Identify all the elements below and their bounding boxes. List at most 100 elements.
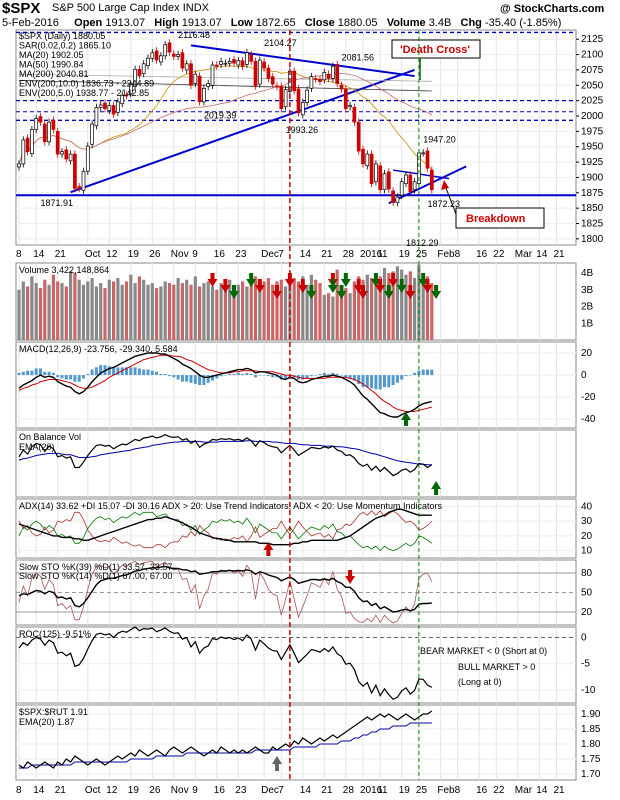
candle-body xyxy=(171,53,176,57)
price-point-label: 1993.26 xyxy=(286,125,319,135)
roc-tick-label: -10 xyxy=(581,685,596,696)
volume-bar xyxy=(245,286,249,340)
candle-body xyxy=(81,170,86,191)
price-tick-label: 1850 xyxy=(581,203,604,214)
x-tick-label-bottom: 16 xyxy=(476,785,488,796)
macd-histogram-bar xyxy=(400,375,404,380)
candle-body xyxy=(111,105,116,115)
candle-body xyxy=(180,52,185,69)
volume-bar xyxy=(279,279,283,340)
volume-arrow-stem xyxy=(232,285,236,291)
candle-body xyxy=(275,85,279,88)
x-tick-label: 14 xyxy=(536,249,548,260)
price-legend-item: MA(20) 1902.05 xyxy=(19,50,84,60)
x-tick-label: 26 xyxy=(149,249,161,260)
price-legend-item: MA(50) 1990.84 xyxy=(19,60,84,70)
volume-bar xyxy=(361,279,365,340)
candle-body xyxy=(25,137,30,152)
volume-bar xyxy=(69,271,73,340)
macd-histogram-bar xyxy=(176,375,180,380)
price-tick-label: 1925 xyxy=(581,157,604,168)
obv-line xyxy=(18,434,433,477)
volume-bar xyxy=(47,284,51,340)
candle-body xyxy=(154,50,159,61)
candle-body xyxy=(90,123,94,145)
macd-histogram-bar xyxy=(352,375,356,381)
volume-arrow-down xyxy=(246,279,257,287)
volume-tick-label: 2B xyxy=(581,302,594,313)
volume-bar xyxy=(348,293,352,340)
macd-histogram-bar xyxy=(82,375,85,379)
candle-body xyxy=(141,63,146,74)
volume-bar xyxy=(116,278,120,340)
candle-body xyxy=(378,165,383,191)
candle-body xyxy=(365,153,370,167)
candle-body xyxy=(77,186,82,189)
macd-histogram-bar xyxy=(34,368,38,376)
volume-bar xyxy=(370,278,374,340)
candle-body xyxy=(167,42,172,53)
volume-arrow-stem xyxy=(399,279,404,285)
roc-tick-label: -5 xyxy=(581,659,590,670)
volume-bar xyxy=(262,281,266,340)
volume-arrow-down xyxy=(383,291,394,299)
candle-body xyxy=(408,174,413,192)
obv-arrow-stem xyxy=(434,489,439,495)
volume-bar xyxy=(60,283,64,340)
panel-title: Slow STO %K(39) %D(1) 33.57, 33.57 xyxy=(19,562,172,572)
close-label: Close xyxy=(304,17,335,29)
macd-histogram-bar xyxy=(215,375,219,379)
macd-histogram-bar xyxy=(309,375,313,377)
macd-histogram-bar xyxy=(232,373,236,376)
volume-arrow-down xyxy=(405,291,416,299)
macd-histogram-bar xyxy=(202,375,206,385)
exchange: INDX xyxy=(182,2,209,14)
macd-histogram-bar xyxy=(228,373,232,376)
volume-bar xyxy=(391,271,395,340)
adx-tick-label: 30 xyxy=(581,516,593,527)
x-tick-label: Feb xyxy=(437,249,455,260)
x-tick-label-bottom: 14 xyxy=(536,785,548,796)
candle-body xyxy=(356,121,361,152)
candle-body xyxy=(257,59,262,85)
candle-body xyxy=(38,116,43,123)
adx-minus-di-line xyxy=(18,510,433,549)
price-legend-item: ENV(200,5.0) 1938.77 - 2142.85 xyxy=(19,88,149,98)
volume-arrow-stem xyxy=(249,273,254,279)
macd-histogram-bar xyxy=(404,375,408,377)
macd-histogram-bar xyxy=(51,372,55,376)
price-tick-label: 2000 xyxy=(581,111,604,122)
volume-bar xyxy=(314,279,318,340)
volume-bar xyxy=(413,278,417,340)
volume-arrow-down xyxy=(220,285,231,293)
candle-body xyxy=(262,61,266,69)
x-tick-label-bottom: 7 xyxy=(278,785,284,796)
macd-tick-label: -40 xyxy=(581,414,596,425)
candle-body xyxy=(116,101,120,113)
x-tick-label: 22 xyxy=(493,249,505,260)
x-tick-label-bottom: 19 xyxy=(128,785,140,796)
volume-bar xyxy=(137,276,141,340)
macd-histogram-bar xyxy=(413,372,417,376)
volume-arrow-stem xyxy=(361,285,365,291)
breakdown-pointer xyxy=(445,187,457,215)
ma200-line xyxy=(18,80,432,92)
macd-tick-label: -20 xyxy=(581,392,596,403)
obv-panel-frame xyxy=(15,429,577,498)
macd-histogram-bar xyxy=(77,375,81,382)
macd-histogram-bar xyxy=(301,375,305,380)
ratio-ema-label: EMA(20) 1.87 xyxy=(19,717,75,727)
volume-bar xyxy=(275,281,279,340)
volume-bar xyxy=(34,283,38,340)
candle-body xyxy=(227,60,232,64)
volume-bar xyxy=(112,281,116,340)
candle-body xyxy=(326,73,331,79)
candle-body xyxy=(137,68,142,76)
candle-body xyxy=(395,196,400,203)
candle-body xyxy=(404,174,408,184)
macd-histogram-bar xyxy=(391,375,395,385)
price-point-label: 1812.29 xyxy=(406,238,439,248)
uptrend-line xyxy=(70,68,415,194)
candle-body xyxy=(73,153,77,189)
candle-body xyxy=(382,173,387,191)
